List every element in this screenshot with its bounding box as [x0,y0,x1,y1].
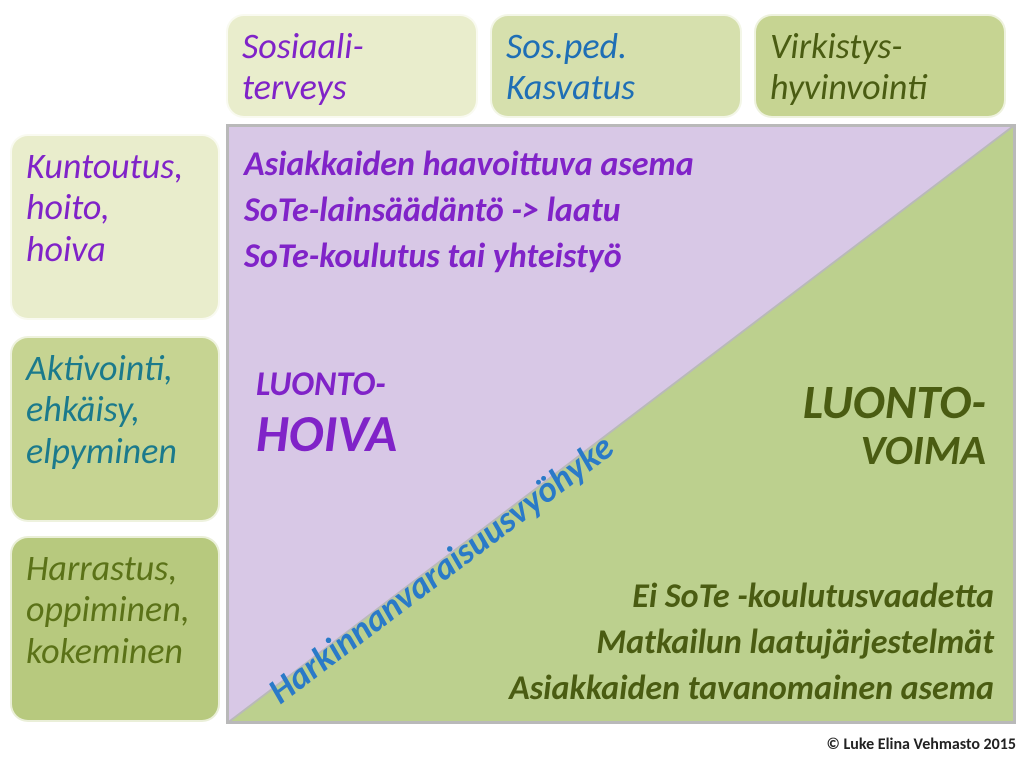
upper-triangle-text: Asiakkaiden haavoittuva asemaSoTe-lainsä… [244,142,694,280]
upper-line-2: SoTe-koulutus tai yhteistyö [244,234,694,280]
side-harrastus: Harrastus, oppiminen, kokeminen [10,536,220,722]
luonto-hoiva-small: LUONTO- [256,364,397,405]
luonto-voima-small: LUONTO- [803,372,986,431]
side-kuntoutus: Kuntoutus, hoito, hoiva [10,134,220,320]
lower-line-0: Ei SoTe -koulutusvaadetta [509,574,994,620]
luonto-hoiva-title: LUONTO-HOIVA [256,364,397,465]
lower-line-0-pre: Ei SoTe -koulutusvaadetta [632,576,994,617]
upper-line-0-pre: Asiakkaiden [244,144,415,185]
hdr-sosiaali-label: Sosiaali- terveys [242,26,462,109]
luonto-voima-big: VOIMA [803,425,986,476]
lower-line-2: Asiakkaiden tavanomainen asema [509,666,994,712]
upper-line-0: Asiakkaiden haavoittuva asema [244,142,694,188]
side-aktivointi: Aktivointi, ehkäisy, elpyminen [10,336,220,522]
hdr-virkistys: Virkistys- hyvinvointi [754,14,1006,118]
lower-triangle-text: Ei SoTe -koulutusvaadetta Matkailun laatu… [509,574,994,712]
side-kuntoutus-label: Kuntoutus, hoito, hoiva [26,146,204,270]
upper-line-2-pre: SoTe-koulutus tai yhteistyö [244,236,622,277]
upper-line-1: SoTe-lainsäädäntö -> laatu [244,188,694,234]
luonto-hoiva-big: HOIVA [256,401,397,465]
credit-text: © Luke Elina Vehmasto 2015 [827,735,1016,754]
luonto-voima-title: LUONTO-VOIMA [803,372,986,476]
side-harrastus-label: Harrastus, oppiminen, kokeminen [26,548,204,672]
upper-line-1-pre: SoTe-lainsäädäntö -> laatu [244,190,621,231]
hdr-sosiaali: Sosiaali- terveys [226,14,478,118]
diagonal-split-panel: Asiakkaiden haavoittuva asemaSoTe-lainsä… [226,124,1016,724]
hdr-sosped: Sos.ped. Kasvatus [490,14,742,118]
upper-line-0-bold: haavoittuva asema [415,144,694,185]
side-aktivointi-label: Aktivointi, ehkäisy, elpyminen [26,348,204,472]
lower-line-1-pre: Matkailun laatujärjestelmät [596,622,994,663]
lower-line-2-bold: tavanomainen asema [680,668,994,709]
lower-line-1: Matkailun laatujärjestelmät [509,620,994,666]
lower-line-2-pre: Asiakkaiden [509,668,680,709]
hdr-virkistys-label: Virkistys- hyvinvointi [770,26,990,109]
hdr-sosped-label: Sos.ped. Kasvatus [506,26,726,109]
